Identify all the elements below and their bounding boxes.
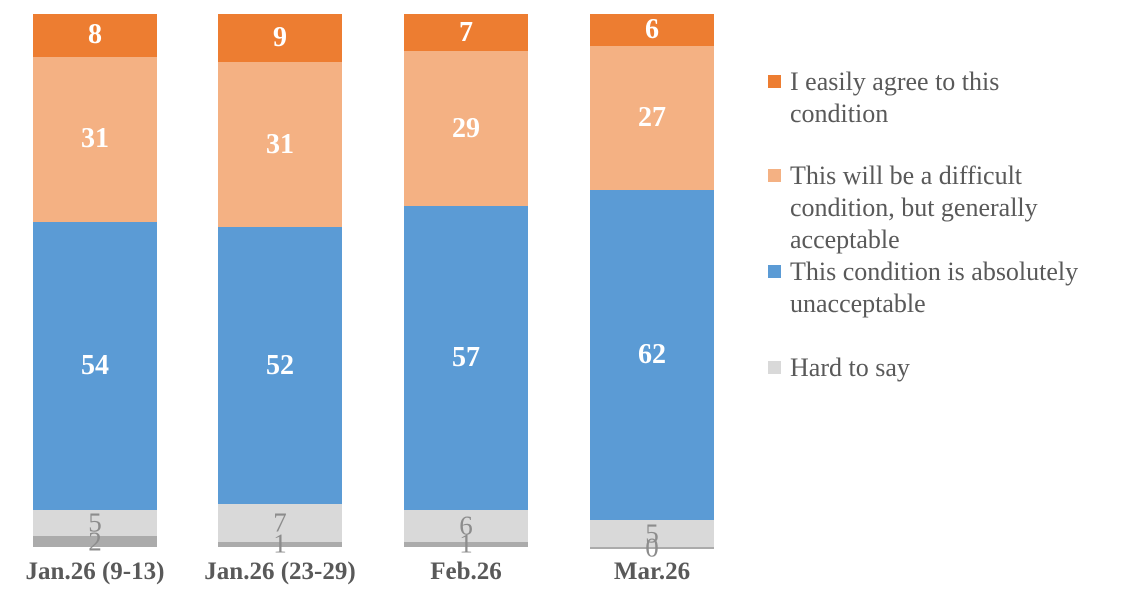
bar-segment-absolutely-unacceptable: 57 [404, 205, 528, 510]
bar-segment-hard-to-say: 6 [404, 509, 528, 542]
bar-segment-absolutely-unacceptable: 62 [590, 189, 714, 521]
value-label-hard-to-say: 5 [645, 518, 659, 549]
value-label-hard-to-say: 7 [273, 507, 287, 538]
bar-segment-other: 1 [404, 530, 528, 557]
legend-marker-icon [768, 361, 781, 374]
bar-segment-other: 2 [33, 528, 157, 555]
bar-segment-absolutely-unacceptable: 54 [33, 221, 157, 510]
bar-segment-other: 0 [590, 534, 714, 561]
legend-marker-icon [768, 75, 781, 88]
value-label-absolutely-unacceptable: 57 [452, 341, 480, 373]
legend-label: Hard to say [790, 353, 910, 382]
legend-marker-icon [768, 169, 781, 182]
value-label-easy-agree: 9 [273, 21, 287, 53]
bar-segment-difficult-but-acceptable: 29 [404, 51, 528, 206]
value-label-difficult-but-acceptable: 31 [266, 128, 294, 160]
legend-marker-icon [768, 265, 781, 278]
value-label-difficult-but-acceptable: 27 [638, 101, 666, 133]
bar-segment-hard-to-say: 5 [590, 520, 714, 547]
stacked-bar: 9 31 52 7 1 [218, 14, 342, 557]
bar-segment-absolutely-unacceptable: 52 [218, 227, 342, 505]
bar-segment-hard-to-say: 5 [33, 507, 157, 538]
bar-segment-hard-to-say: 7 [218, 504, 342, 542]
value-label-other: 1 [273, 528, 287, 559]
value-label-hard-to-say: 6 [459, 510, 473, 541]
value-label-hard-to-say: 5 [88, 507, 102, 538]
bar-segment-easy-agree: 9 [218, 14, 342, 62]
legend-label: This condition is absolutely unacceptabl… [790, 257, 1079, 318]
legend-item-difficult-but-acceptable: This will be a difficult condition, but … [768, 160, 1140, 256]
legend-label: This will be a difficult condition, but … [790, 161, 1038, 254]
bar-segment-easy-agree: 8 [33, 14, 157, 57]
legend-item-easy-agree: I easily agree to this condition [768, 66, 1140, 130]
legend-item-absolutely-unacceptable: This condition is absolutely unacceptabl… [768, 256, 1140, 320]
value-label-other: 2 [88, 526, 102, 557]
stacked-bar: 7 29 57 6 1 [404, 14, 528, 557]
bar-segment-easy-agree: 7 [404, 14, 528, 52]
value-label-difficult-but-acceptable: 31 [81, 123, 109, 155]
legend-label: I easily agree to this condition [790, 67, 1000, 128]
value-label-easy-agree: 7 [459, 16, 473, 48]
bar-segment-difficult-but-acceptable: 31 [33, 56, 157, 222]
value-label-easy-agree: 8 [88, 19, 102, 51]
stacked-bar: 6 27 62 5 0 [590, 14, 714, 561]
value-label-absolutely-unacceptable: 54 [81, 349, 109, 381]
bar-segment-easy-agree: 6 [590, 14, 714, 46]
value-label-absolutely-unacceptable: 62 [638, 339, 666, 371]
category-label: Jan.26 (23-29) [204, 558, 356, 585]
value-label-easy-agree: 6 [645, 13, 659, 45]
bar-segment-difficult-but-acceptable: 27 [590, 45, 714, 190]
bar-segment-difficult-but-acceptable: 31 [218, 61, 342, 228]
legend-item-hard-to-say: Hard to say [768, 352, 1140, 384]
value-label-other: 0 [645, 532, 659, 563]
value-label-difficult-but-acceptable: 29 [452, 112, 480, 144]
value-label-other: 1 [459, 528, 473, 559]
stacked-bar: 8 31 54 5 2 [33, 14, 157, 555]
bar-segment-other: 1 [218, 530, 342, 557]
category-label: Feb.26 [430, 558, 502, 585]
legend: I easily agree to this condition This wil… [768, 66, 1140, 384]
category-label: Jan.26 (9-13) [25, 558, 165, 585]
category-label: Mar.26 [613, 558, 691, 585]
value-label-absolutely-unacceptable: 52 [266, 349, 294, 381]
